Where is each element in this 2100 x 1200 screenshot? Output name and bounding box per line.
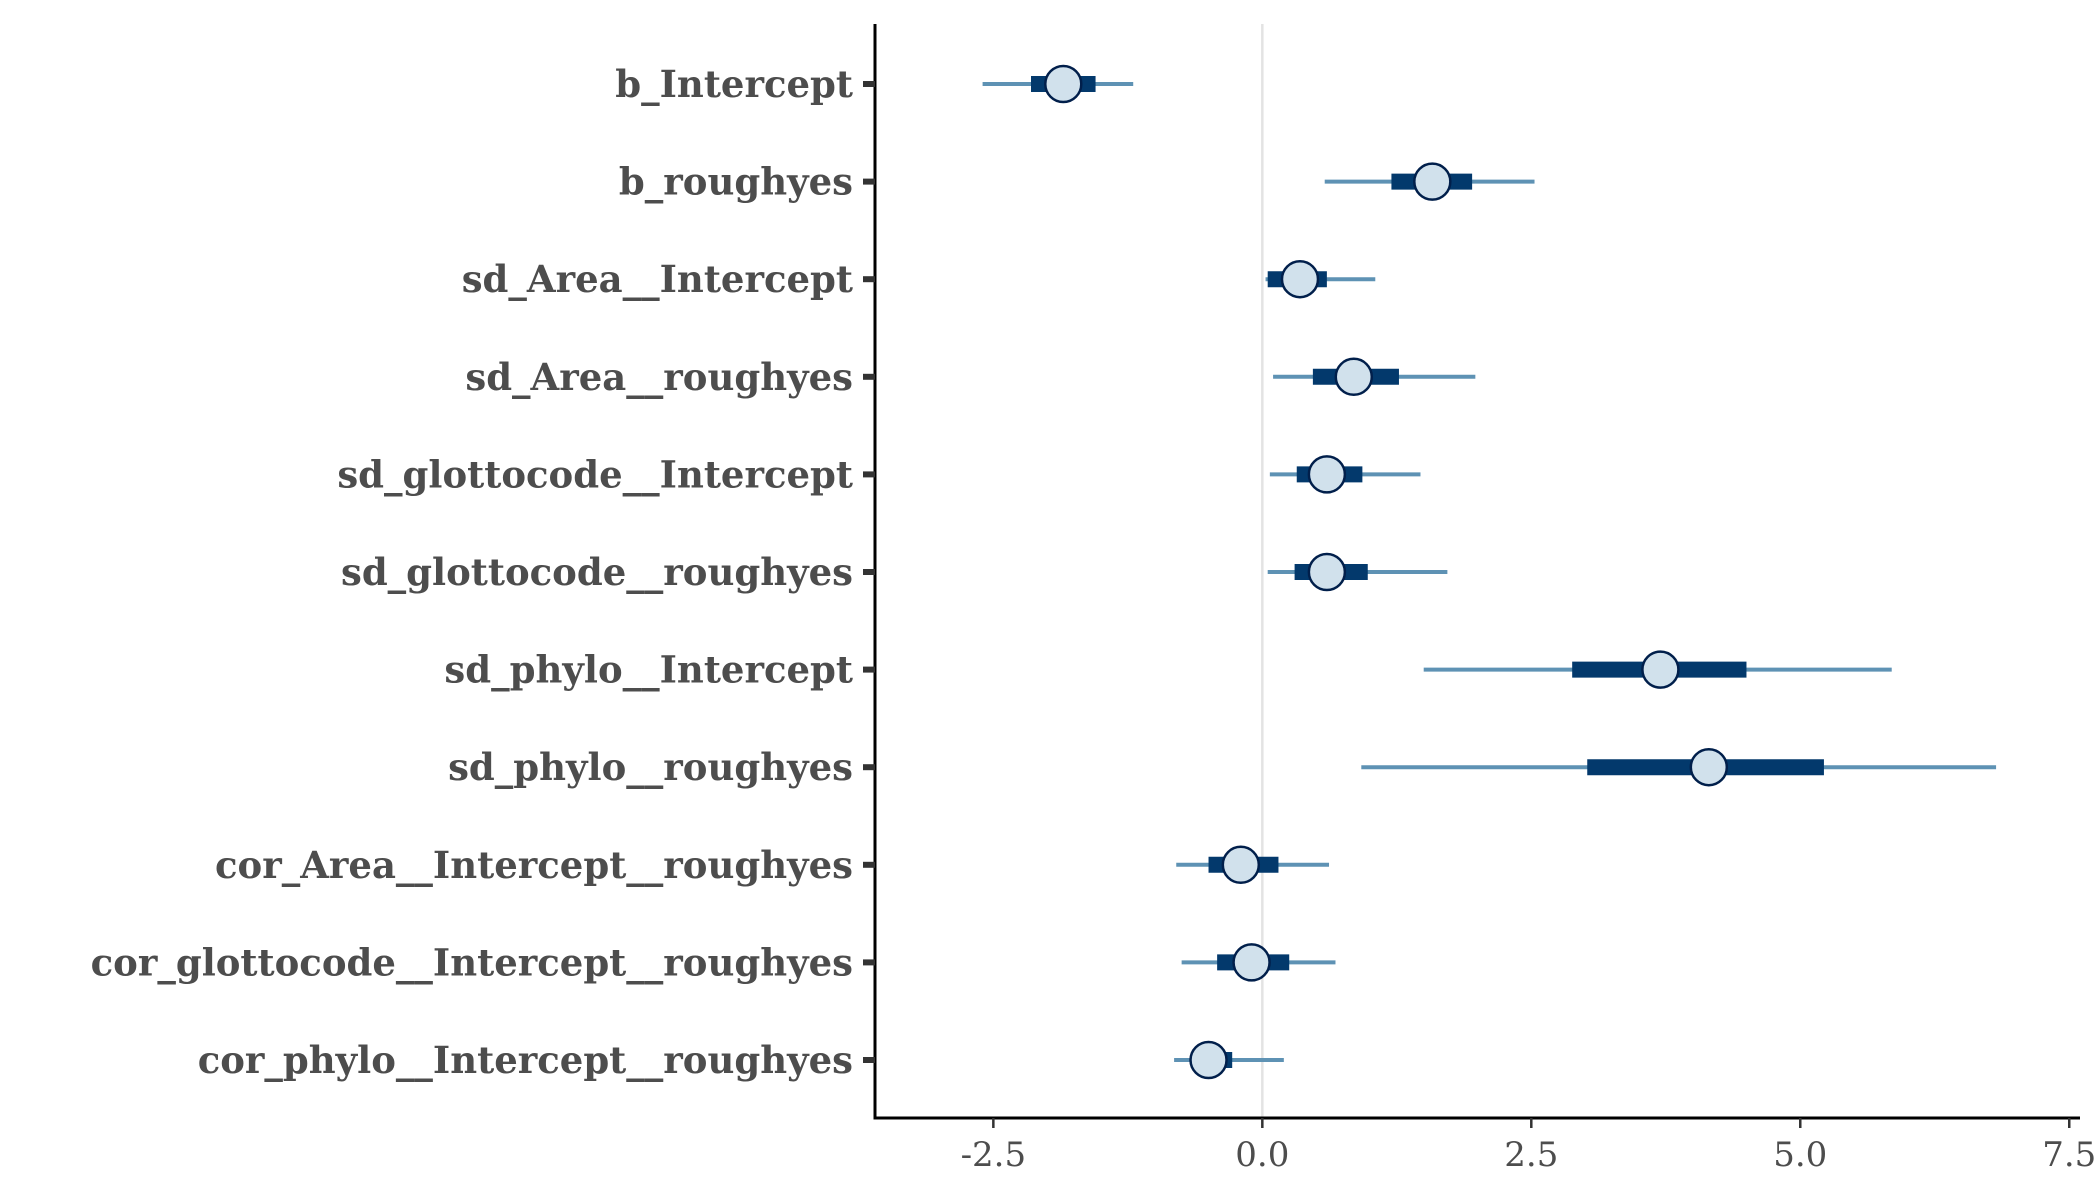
y-tick-label: sd_glottocode__roughyes [341,550,853,594]
x-tick-label: 0.0 [1235,1135,1289,1175]
median-point [1189,1040,1228,1080]
y-tick-label: b_roughyes [619,160,853,204]
x-tick-label: 2.5 [1504,1135,1558,1175]
y-tick-label: cor_phylo__Intercept__roughyes [198,1038,853,1082]
intervals-layer [982,64,1997,1080]
y-tick-label: sd_phylo__roughyes [448,745,853,789]
median-point [1044,64,1083,104]
median-point [1641,650,1680,689]
median-point [1232,943,1271,982]
y-axis: b_Intercept b_roughyes sd_Area__Intercepts… [91,24,877,1120]
median-point [1689,747,1729,787]
y-tick-label: cor_Area__Intercept__roughyes [215,843,853,887]
median-point [1413,162,1452,201]
y-tick-label: sd_phylo__Intercept [444,648,853,692]
y-tick-label: b_Intercept [615,62,853,106]
x-tick-label: 5.0 [1773,1135,1827,1175]
median-point [1280,259,1320,299]
y-tick-label: sd_Area__roughyes [465,355,853,399]
x-axis: -2.5 0.0 2.5 5.0 7.5 [873,1116,2096,1175]
x-tick-label: -2.5 [961,1135,1027,1175]
median-point [1307,552,1347,592]
y-tick-label: sd_glottocode__Intercept [337,452,853,496]
y-tick-label: sd_Area__Intercept [462,257,853,301]
median-point [1221,845,1261,885]
median-point [1334,357,1374,397]
median-point [1307,455,1347,494]
x-tick-label: 7.5 [2042,1135,2096,1175]
y-tick-label: cor_glottocode__Intercept__roughyes [91,940,853,984]
